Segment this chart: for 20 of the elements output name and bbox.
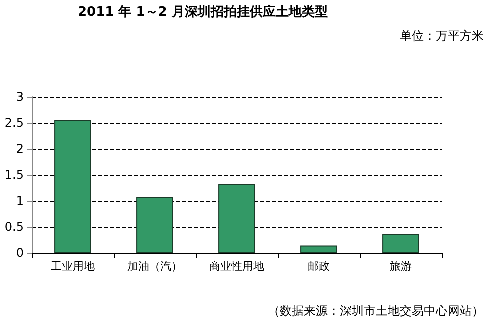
bar — [218, 184, 256, 253]
x-tick-label: 邮政 — [308, 260, 330, 273]
chart-title: 2011 年 1～2 月深圳招拍挂供应土地类型 — [78, 4, 328, 20]
bar — [300, 246, 338, 253]
y-tick-label: 1.5 — [4, 168, 24, 182]
y-tick-label: 2 — [16, 142, 24, 156]
y-tick-label: 0.5 — [4, 220, 24, 234]
y-tick-label: 2.5 — [4, 116, 24, 130]
y-tick-label: 1 — [16, 194, 24, 208]
x-tick-label: 旅游 — [390, 260, 412, 273]
bar — [54, 120, 92, 253]
x-tick-label: 工业用地 — [51, 260, 95, 273]
y-tick-label: 3 — [16, 90, 24, 104]
bar — [382, 234, 420, 253]
x-tick-label: 加油（汽） — [128, 260, 182, 273]
y-tick-label: 0 — [16, 246, 24, 260]
bar — [136, 197, 174, 253]
x-tick-label: 商业性用地 — [210, 260, 264, 273]
chart-subtitle: 单位：万平方米 — [400, 29, 484, 43]
text: （数据来源：深圳市土地交易中心网站） — [268, 304, 484, 318]
